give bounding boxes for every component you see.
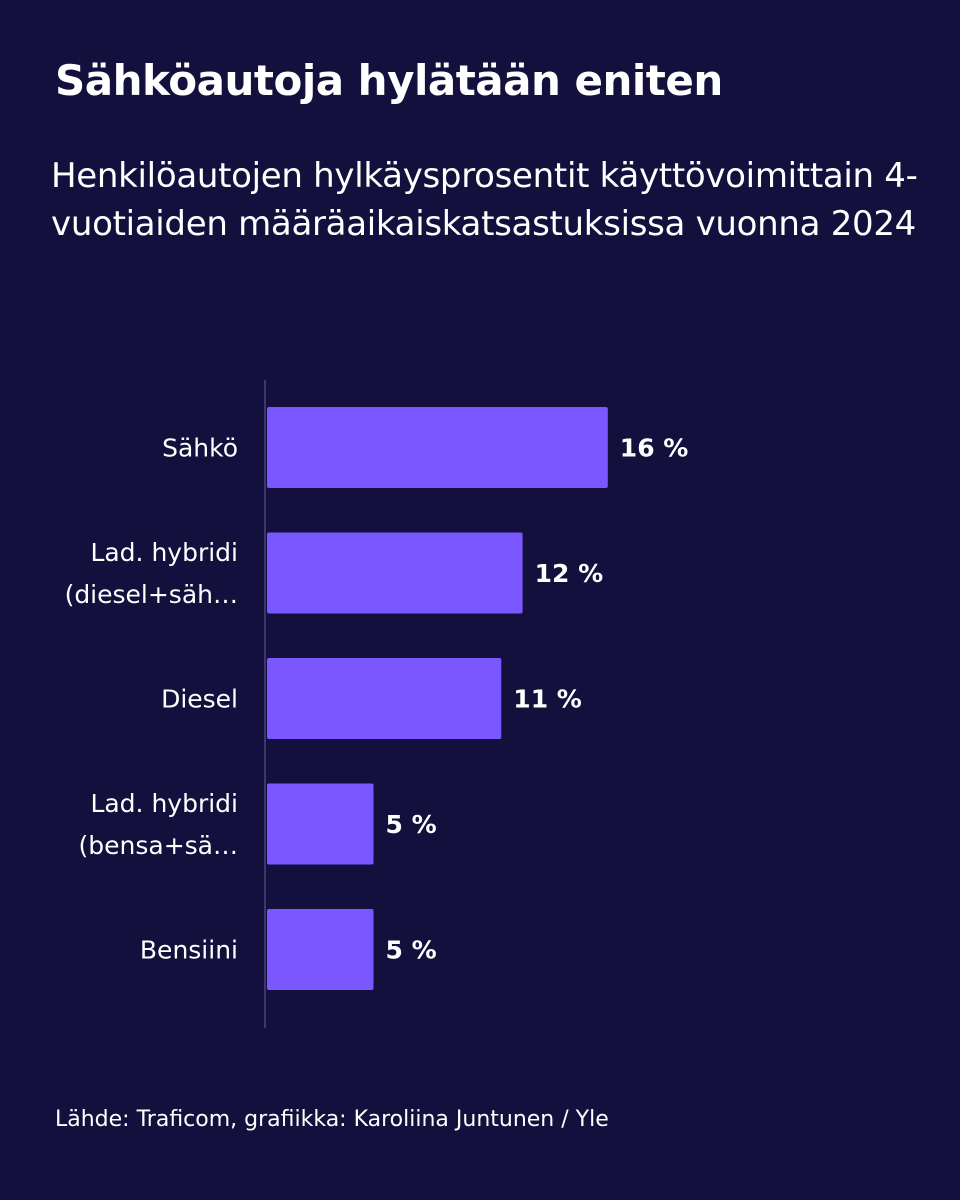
category-label-4: Bensiini — [140, 936, 238, 965]
value-label-4: 5 % — [386, 936, 437, 965]
bar-4 — [267, 909, 374, 990]
chart-title: Sähköautoja hylätään eniten — [55, 56, 723, 105]
value-label-1: 12 % — [535, 559, 604, 588]
bar-2 — [267, 658, 502, 739]
bar-1 — [267, 532, 523, 614]
category-label-1-line-1: (diesel+säh… — [65, 580, 238, 609]
value-label-2: 11 % — [513, 685, 582, 714]
source-credit: Lähde: Traficom, grafiikka: Karoliina Ju… — [55, 1107, 609, 1132]
category-label-3-line-0: Lad. hybridi — [90, 789, 238, 818]
category-label-0: Sähkö — [162, 434, 238, 463]
category-label-1-line-0: Lad. hybridi — [90, 538, 238, 567]
bar-3 — [267, 783, 374, 865]
chart-subtitle: Henkilöautojen hylkäysprosentit käyttövo… — [51, 156, 918, 244]
value-label-3: 5 % — [386, 810, 437, 839]
category-label-2: Diesel — [161, 685, 238, 714]
value-label-0: 16 % — [620, 434, 689, 463]
bars-group: 16 % Sähkö 12 % Lad. hybridi (diesel+säh… 11 … — [65, 407, 689, 990]
bar-0 — [267, 407, 608, 488]
category-label-3-line-1: (bensa+sä… — [79, 831, 239, 860]
